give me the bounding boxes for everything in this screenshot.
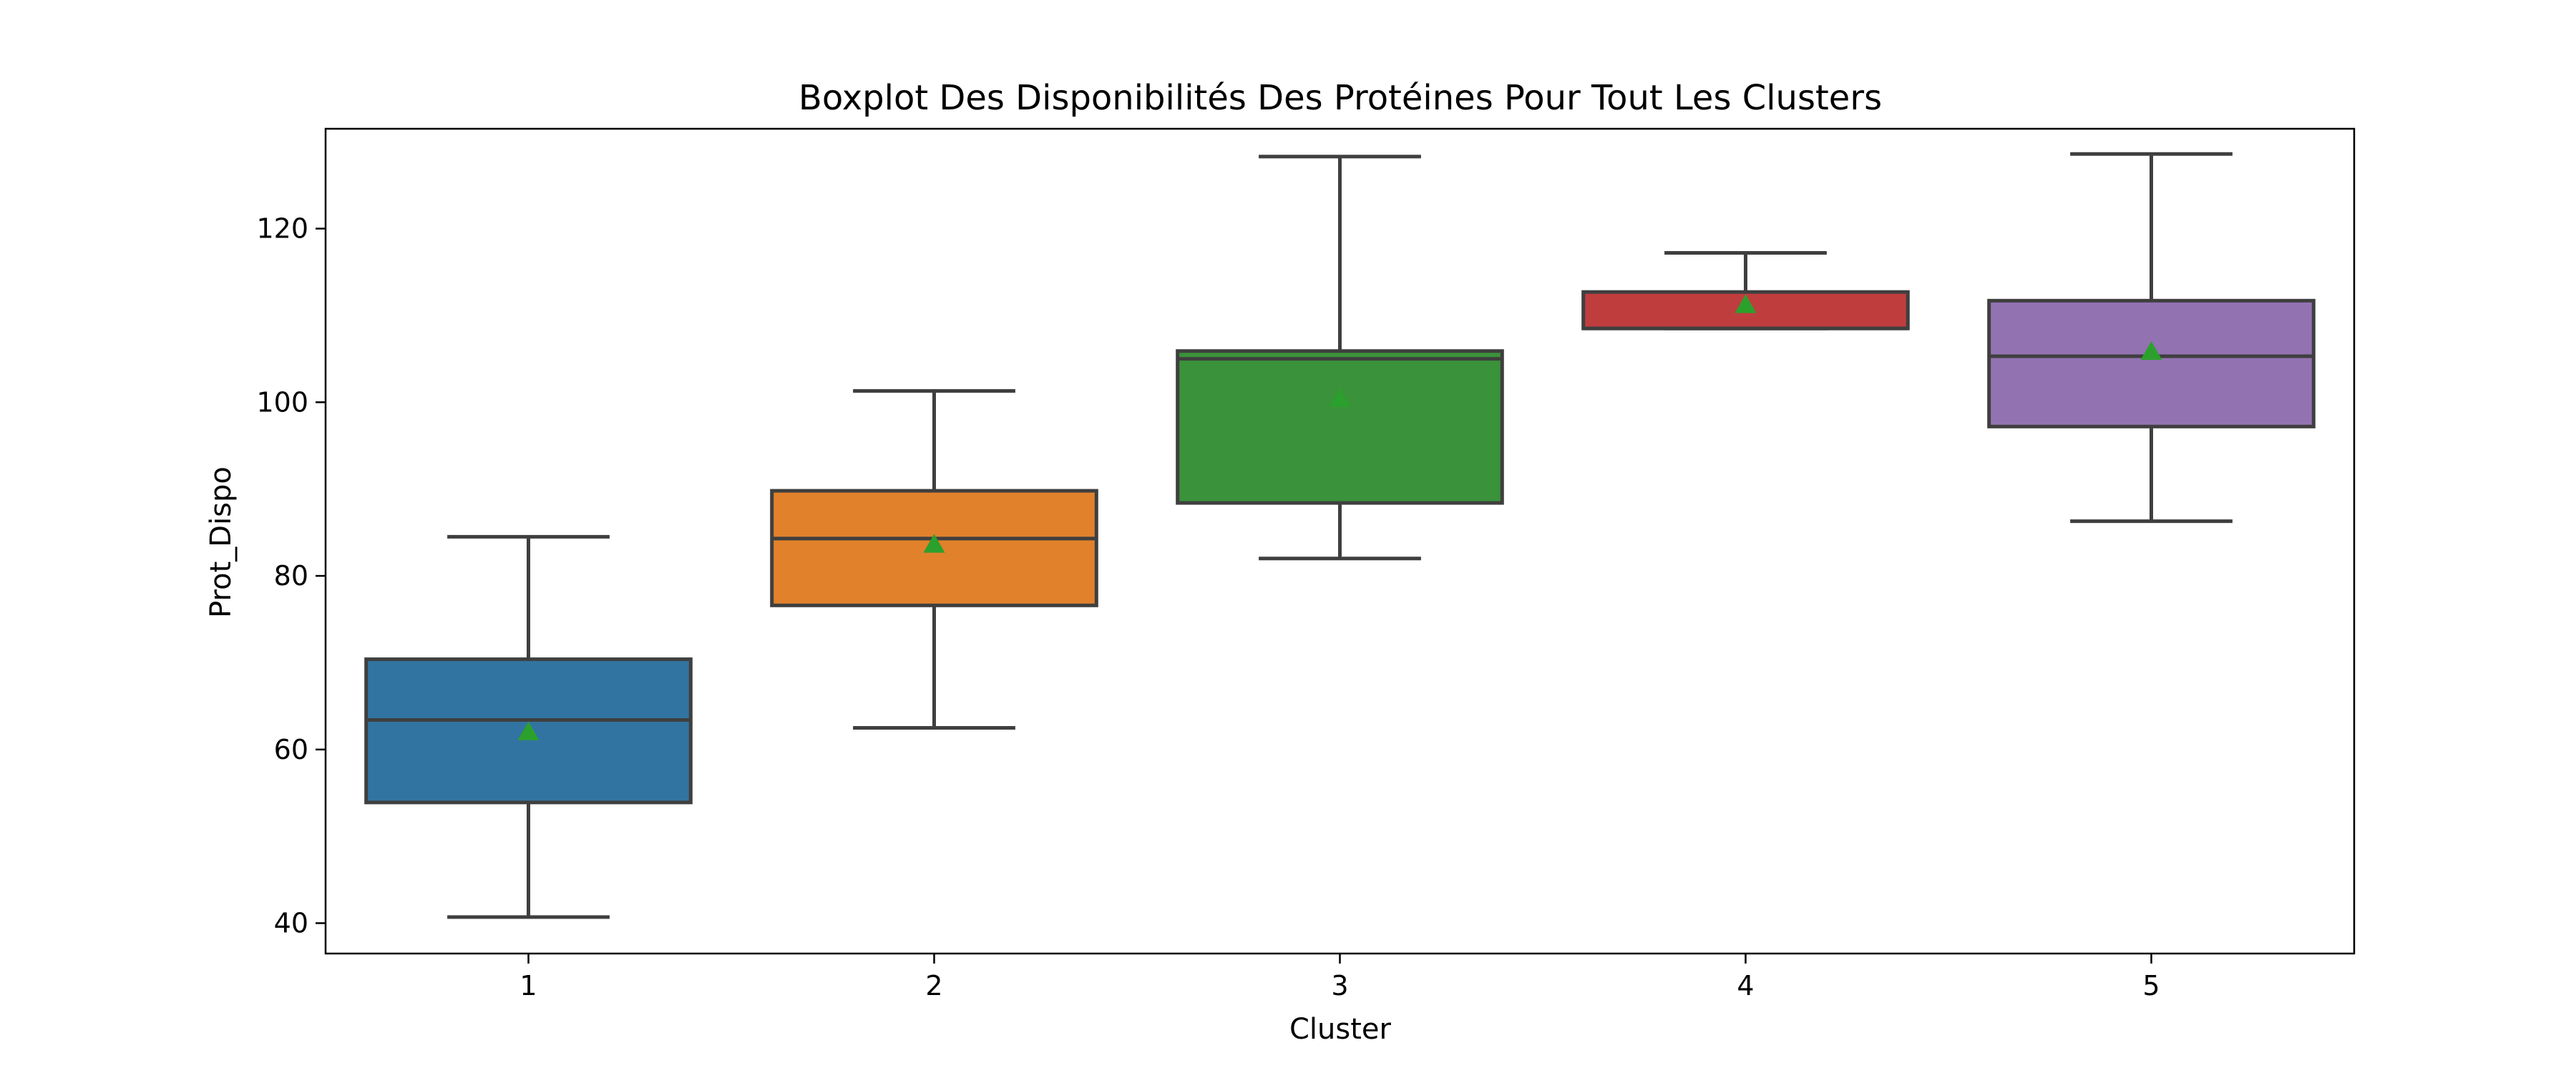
mean-marker <box>517 721 540 740</box>
mean-marker <box>1735 294 1757 313</box>
x-tick-label: 4 <box>1737 970 1754 1001</box>
y-axis-label: Prot_Dispo <box>205 466 238 618</box>
y-tick-label: 40 <box>274 908 308 939</box>
x-axis-label: Cluster <box>1289 1013 1392 1046</box>
chart-title: Boxplot Des Disponibilités Des Protéines… <box>799 78 1882 118</box>
iqr-box <box>1987 298 2316 428</box>
x-tick-label: 1 <box>519 970 537 1001</box>
y-axis: 40 60 80 100 120 <box>256 213 326 939</box>
box-cluster-4 <box>1581 251 1910 330</box>
x-axis: 1 2 3 4 5 <box>519 954 2160 1001</box>
mean-marker <box>2140 340 2162 361</box>
plot-area <box>364 152 2316 919</box>
box-cluster-3 <box>1176 155 1504 561</box>
box-cluster-2 <box>770 389 1098 730</box>
box-cluster-1 <box>364 534 693 919</box>
mean-marker <box>1329 388 1351 407</box>
mean-marker <box>923 534 945 553</box>
y-tick-label: 60 <box>274 734 308 765</box>
x-tick-label: 3 <box>1331 970 1348 1001</box>
iqr-box <box>1176 349 1504 505</box>
y-tick-label: 80 <box>274 560 308 592</box>
x-tick-label: 2 <box>925 970 942 1001</box>
box-cluster-5 <box>1987 152 2316 524</box>
x-tick-label: 5 <box>2142 970 2160 1001</box>
y-tick-label: 100 <box>256 386 308 418</box>
y-tick-label: 120 <box>256 213 308 245</box>
